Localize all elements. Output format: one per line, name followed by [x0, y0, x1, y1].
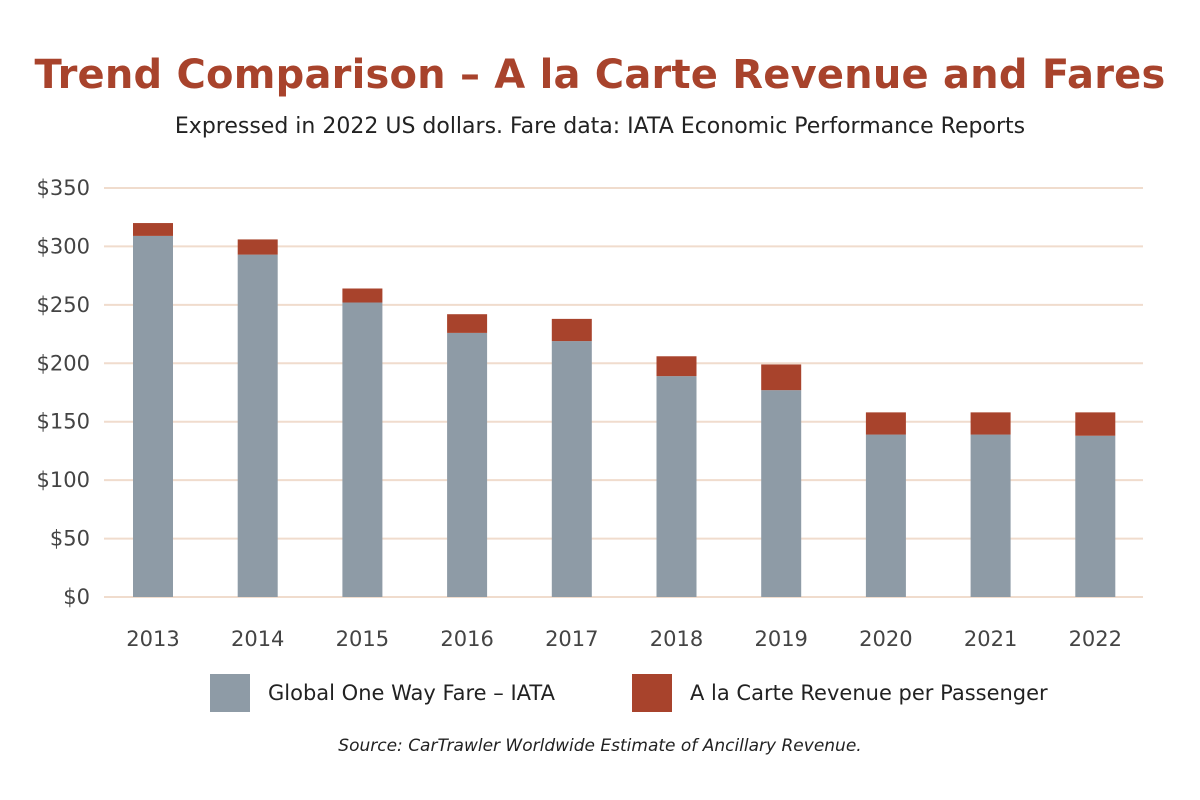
bar-ancillary-2022 — [1075, 412, 1116, 436]
bar-fare-2020 — [865, 434, 906, 597]
chart-title: Trend Comparison – A la Carte Revenue an… — [34, 52, 1166, 98]
bar-ancillary-2017 — [551, 318, 592, 342]
y-tick-label-50: $50 — [50, 527, 90, 551]
bar-ancillary-2015 — [342, 288, 383, 303]
chart-subtitle: Expressed in 2022 US dollars. Fare data:… — [174, 114, 1026, 139]
legend-item-fare: Global One Way Fare – IATA — [210, 674, 555, 712]
bar-ancillary-2016 — [447, 314, 488, 333]
legend-label-ancillary: A la Carte Revenue per Passenger — [690, 681, 1048, 705]
bar-fare-2013 — [133, 235, 173, 597]
y-tick-label-100: $100 — [37, 468, 90, 492]
legend-swatch-ancillary — [632, 674, 672, 712]
chart-source: Source: CarTrawler Worldwide Estimate of… — [338, 736, 862, 756]
bar-fare-2022 — [1075, 435, 1116, 597]
bar-fare-2018 — [656, 376, 697, 597]
y-tick-label-350: $350 — [37, 176, 90, 200]
bar-fare-2014 — [237, 254, 278, 597]
y-tick-label-250: $250 — [37, 293, 90, 317]
bar-fare-2015 — [342, 302, 383, 597]
x-tick-label-2022: 2022 — [1069, 627, 1122, 651]
x-tick-label-2014: 2014 — [231, 627, 284, 651]
bar-ancillary-2021 — [970, 412, 1011, 435]
bars — [133, 223, 1116, 597]
y-axis-ticks: $0 $50 $100 $150 $200 $250 $300 $350 — [37, 176, 90, 609]
bar-ancillary-2020 — [865, 412, 906, 435]
y-tick-label-200: $200 — [37, 351, 90, 375]
bar-fare-2016 — [447, 332, 488, 597]
x-tick-label-2020: 2020 — [859, 627, 912, 651]
bar-ancillary-2019 — [761, 364, 802, 391]
x-axis-ticks: 2013 2014 2015 2016 2017 2018 2019 2020 2021 2022 — [126, 627, 1122, 651]
y-tick-label-0: $0 — [63, 585, 90, 609]
y-tick-label-150: $150 — [37, 410, 90, 434]
bar-ancillary-2013 — [133, 223, 173, 236]
x-tick-label-2018: 2018 — [650, 627, 703, 651]
bar-fare-2021 — [970, 434, 1011, 597]
bar-fare-2017 — [551, 341, 592, 597]
x-tick-label-2013: 2013 — [126, 627, 179, 651]
legend-swatch-fare — [210, 674, 250, 712]
x-tick-label-2019: 2019 — [754, 627, 807, 651]
x-tick-label-2015: 2015 — [336, 627, 389, 651]
bar-ancillary-2018 — [656, 356, 697, 377]
legend-item-ancillary: A la Carte Revenue per Passenger — [632, 674, 1048, 712]
x-tick-label-2016: 2016 — [440, 627, 493, 651]
x-tick-label-2017: 2017 — [545, 627, 598, 651]
bar-ancillary-2014 — [237, 239, 278, 255]
y-tick-label-300: $300 — [37, 234, 90, 258]
x-tick-label-2021: 2021 — [964, 627, 1017, 651]
bar-fare-2019 — [761, 390, 802, 597]
legend-label-fare: Global One Way Fare – IATA — [268, 681, 555, 705]
